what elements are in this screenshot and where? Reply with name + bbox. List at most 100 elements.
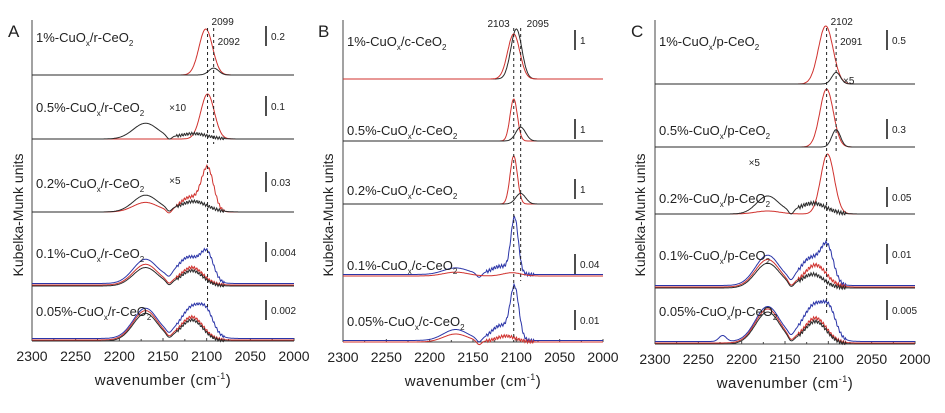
panel-b: B Kubelka-Munk units 2300 2250 2200 2150 210… — [318, 19, 619, 390]
sample-label-sub2: 2 — [453, 267, 458, 276]
x-tick-label: 2000 — [278, 348, 309, 364]
sample-label-sub2: 2 — [766, 200, 771, 209]
sample-label-mid: /p-CeO — [724, 248, 766, 263]
x-axis-label-close: ) — [226, 372, 232, 389]
scale-bar-label: 0.04 — [580, 260, 600, 271]
spectrum-group: 0.5%-CuOx/r-CeO2 0.1 ×10 — [32, 93, 294, 141]
spectrum-line-black — [32, 122, 294, 141]
spectrum-group: 0.05%-CuOx/r-CeO2 0.002 — [32, 300, 296, 343]
sample-label-main: 0.2%-CuO — [659, 191, 720, 206]
spectrum-group: 0.2%-CuOx/p-CeO2 0.05 ×5 — [655, 153, 915, 216]
y-axis-label-a: Kubelka-Munk units — [10, 154, 26, 277]
spectrum-line-red — [655, 308, 915, 345]
multiplier-label: ×5 — [749, 158, 761, 169]
spectrum-group: 1%-CuOx/p-CeO2 0.5 — [655, 25, 915, 85]
spectrum-line-blue — [655, 239, 915, 287]
sample-label-sub2: 2 — [453, 132, 458, 141]
sample-label-sub2: 2 — [460, 323, 465, 332]
x-tick-label: 2000 — [899, 351, 930, 367]
spectrum-line-black — [32, 67, 294, 76]
sample-label: 1%-CuOx/c-CeO2 — [347, 34, 447, 52]
sample-label-sub: x — [720, 132, 724, 141]
x-tick-label: 2300 — [16, 348, 47, 364]
sample-label-mid: /c-CeO — [419, 314, 460, 329]
peak-marker-label: 2102 — [831, 17, 854, 28]
spectrum-line-black — [655, 71, 915, 85]
sample-label: 0.2%-CuOx/c-CeO2 — [347, 183, 458, 201]
scale-bar-label: 0.5 — [892, 36, 906, 47]
sample-label-mid: /r-CeO — [101, 246, 140, 261]
sample-label: 0.05%-CuOx/p-CeO2 — [659, 304, 778, 322]
spectrum-line-black — [343, 126, 603, 142]
spectrum-line-blue — [32, 247, 294, 284]
spectrum-line-blue — [343, 282, 603, 343]
sample-label-main: 0.5%-CuO — [36, 100, 97, 115]
sample-label-mid: /r-CeO — [101, 100, 140, 115]
sample-label-main: 0.1%-CuO — [659, 248, 720, 263]
scale-bar-label: 0.05 — [892, 193, 912, 204]
scale-bar-label: 0.004 — [271, 248, 296, 259]
spectrum-line-blue — [655, 298, 915, 342]
sample-label: 0.1%-CuOx/r-CeO2 — [36, 246, 145, 264]
scale-bar-label: 0.2 — [271, 32, 285, 43]
sample-label: 0.05%-CuOx/r-CeO2 — [36, 304, 152, 322]
x-axis-label-text: wavenumber (cm — [94, 372, 217, 389]
x-tick-label: 2300 — [327, 349, 358, 365]
panel-letter-a: A — [8, 22, 20, 41]
scale-bar-label: 0.002 — [271, 306, 296, 317]
sample-label-sub2: 2 — [140, 109, 145, 118]
sample-label-main: 0.05%-CuO — [347, 314, 415, 329]
panel-letter-b: B — [318, 22, 329, 41]
sample-label-sub2: 2 — [766, 257, 771, 266]
sample-label: 0.5%-CuOx/c-CeO2 — [347, 123, 458, 141]
spectrum-group: 0.2%-CuOx/r-CeO2 0.03 ×5 — [32, 163, 294, 214]
sample-label-main: 1%-CuO — [36, 30, 86, 45]
sample-label-sub2: 2 — [755, 43, 760, 52]
spectrum-group: 0.1%-CuOx/c-CeO2 0.04 — [343, 214, 603, 278]
x-tick-label: 2050 — [235, 348, 266, 364]
sample-label-sub: x — [415, 323, 419, 332]
spectrum-line-blue — [343, 214, 603, 278]
sample-label-sub: x — [709, 43, 713, 52]
multiplier-label: ×5 — [843, 76, 855, 87]
sample-label-mid: /c-CeO — [401, 34, 442, 49]
x-axis-label-superscript: -1 — [527, 372, 536, 382]
sample-label-mid: /p-CeO — [713, 34, 755, 49]
sample-label-sub: x — [97, 109, 101, 118]
sample-label-sub: x — [97, 255, 101, 264]
x-tick-label: 2150 — [457, 349, 488, 365]
sample-label-sub: x — [408, 132, 412, 141]
sample-label-sub2: 2 — [442, 43, 447, 52]
sample-label-sub: x — [720, 200, 724, 209]
sample-label-sub: x — [727, 313, 731, 322]
spectrum-group: 0.2%-CuOx/c-CeO2 1 — [343, 155, 603, 205]
spectrum-line-red — [343, 33, 603, 80]
x-axis-label-close: ) — [536, 373, 542, 390]
sample-label-main: 0.05%-CuO — [659, 304, 727, 319]
peak-marker-label: 2099 — [212, 17, 235, 28]
scale-bar-label: 0.03 — [271, 178, 291, 189]
sample-label-main: 0.5%-CuO — [659, 123, 720, 138]
spectrum-group: 1%-CuOx/c-CeO2 1 — [343, 28, 603, 80]
sample-label-sub: x — [720, 257, 724, 266]
sample-label-mid: /p-CeO — [724, 191, 766, 206]
spectrum-line-black — [32, 194, 294, 214]
scale-bar-label: 1 — [580, 125, 586, 136]
sample-label: 0.5%-CuOx/r-CeO2 — [36, 100, 145, 118]
spectrum-line-blue — [32, 301, 294, 339]
sample-label-main: 0.5%-CuO — [347, 123, 408, 138]
x-axis-label: wavenumber (cm-1) — [404, 372, 542, 390]
panel-c: C Kubelka-Munk units 2300 2250 2200 2150 210… — [631, 17, 931, 392]
panel-letter-c: C — [631, 22, 643, 41]
spectrum-line-black — [655, 129, 915, 148]
spectrum-group: 0.1%-CuOx/p-CeO2 0.01 — [655, 239, 915, 291]
x-tick-label: 2150 — [147, 348, 178, 364]
sample-label-mid: /c-CeO — [412, 123, 453, 138]
x-tick-label: 2100 — [813, 351, 844, 367]
spectrum-group: 0.5%-CuOx/c-CeO2 1 — [343, 98, 603, 142]
x-tick-label: 2200 — [104, 348, 135, 364]
x-tick-label: 2050 — [856, 351, 887, 367]
x-tick-label: 2050 — [544, 349, 575, 365]
x-axis-label-superscript: -1 — [839, 374, 848, 384]
